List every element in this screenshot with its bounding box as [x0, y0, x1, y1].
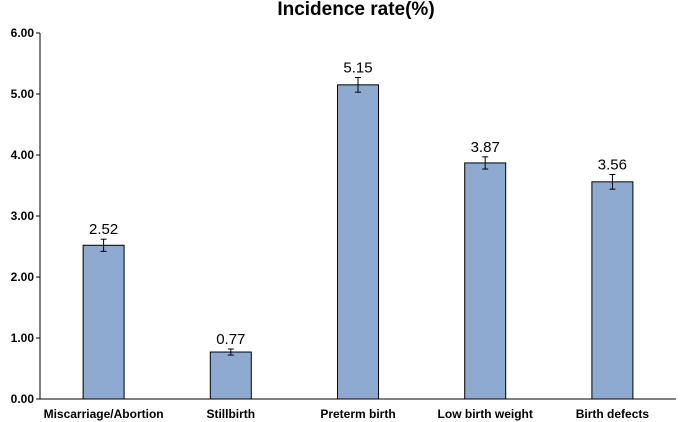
y-tick-label: 1.00 — [11, 331, 35, 345]
data-label: 3.87 — [471, 139, 500, 156]
error-bar — [609, 174, 616, 190]
x-tick-label: Miscarriage/Abortion — [44, 407, 164, 421]
x-tick-label: Low birth weight — [438, 407, 533, 421]
error-bar — [355, 77, 361, 93]
y-tick-label: 2.00 — [11, 270, 35, 284]
x-tick-label: Preterm birth — [320, 407, 395, 421]
data-label: 5.15 — [343, 60, 372, 77]
bar — [209, 351, 252, 400]
y-tick-label: 4.00 — [11, 148, 35, 162]
x-tick-label: Birth defects — [576, 407, 650, 421]
error-bar — [227, 348, 234, 356]
error-bar — [100, 238, 107, 252]
data-label: 3.56 — [598, 157, 627, 174]
y-tick-label: 5.00 — [11, 87, 35, 101]
bar — [591, 181, 634, 400]
error-bar — [482, 156, 489, 170]
bar — [82, 244, 125, 400]
bar — [337, 84, 379, 400]
y-tick-label: 3.00 — [11, 209, 35, 223]
chart-title: Incidence rate(%) — [277, 0, 434, 20]
x-tick-label: Stillbirth — [206, 407, 255, 421]
y-axis-ticks: 0.00 1.00 2.00 3.00 4.00 5.00 6.00 — [11, 26, 40, 406]
bars: 2.52 0.77 5.15 3.87 3.56 — [82, 60, 634, 400]
data-label: 0.77 — [216, 331, 245, 348]
bar — [464, 162, 507, 400]
x-axis-ticks: Miscarriage/Abortion Stillbirth Preterm bi… — [44, 407, 650, 421]
y-tick-label: 6.00 — [11, 26, 35, 40]
data-label: 2.52 — [89, 221, 118, 238]
y-tick-label: 0.00 — [11, 392, 35, 406]
